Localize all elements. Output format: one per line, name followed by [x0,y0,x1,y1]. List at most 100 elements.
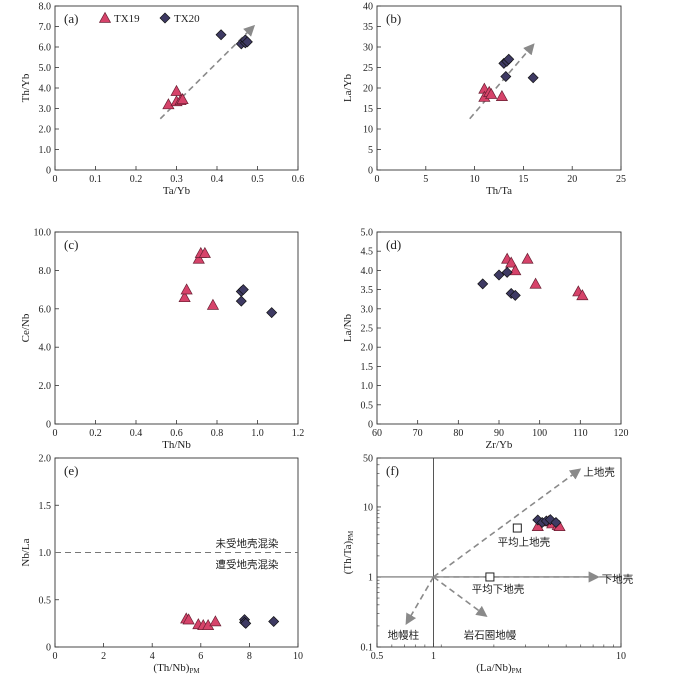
y-tick-label: 1.5 [361,362,374,373]
y-tick-label: 10 [363,125,373,136]
panel-f: 0.5 1 100.111050(f)(La/Nb)PM(Th/Ta)PM上地壳平均… [342,454,634,676]
reference-point [512,523,522,533]
data-point-tx20 [509,289,521,301]
x-tick-label: 1.0 [251,428,264,439]
data-point-tx19 [170,84,183,96]
data-point-tx20 [237,284,249,296]
data-point-tx19 [209,615,222,627]
legend-label-tx20: TX20 [174,13,200,25]
y-tick-label: 7.0 [39,22,52,33]
x-tick-label: 15 [518,174,528,185]
y-tick-label: 2.5 [361,324,374,335]
data-point-tx20 [527,72,539,84]
x-tick-label: 4 [150,651,155,662]
data-point-tx20 [159,12,171,24]
data-point-tx19 [505,256,518,268]
y-tick-label: 4.0 [39,343,52,354]
y-tick-label: 1.5 [39,501,52,512]
x-tick-label: 100 [532,428,547,439]
y-tick-label: 4.0 [361,266,374,277]
x-axis-label: (Th/Nb)PM [153,662,200,675]
annotation-label: 下地壳 [602,573,634,586]
annotation-label: 平均上地壳 [498,536,551,549]
y-tick-label: 0 [46,166,51,177]
y-axis-label-sub: PM [347,530,355,541]
data-point-tx19 [206,298,220,310]
y-tick-label: 10.0 [34,228,52,239]
x-tick-label: 8 [247,651,252,662]
x-tick-label: 0 [53,428,58,439]
x-axis-label: (La/Nb)PM [476,662,522,675]
data-point-tx20 [215,29,227,41]
trend-arrow [469,43,535,120]
annotation-label: 岩石圈地幔 [464,629,517,642]
y-tick-label: 1 [368,572,373,583]
x-tick-label: 0.5 [371,651,384,662]
x-tick-label: 0.5 [251,174,264,185]
y-tick-label: 0.5 [39,595,52,606]
plot-frame [376,231,622,425]
y-tick-label: 4.0 [39,84,52,95]
x-tick-label: 20 [567,174,577,185]
annotation-label: 平均下地壳 [472,583,525,596]
y-tick-label: 30 [363,43,373,54]
y-axis-label: Nb/La [20,538,32,566]
data-point-tx19 [198,246,211,258]
y-tick-label: 3.0 [361,304,374,315]
data-point-tx19 [485,87,498,99]
x-tick-label: 80 [453,428,463,439]
y-tick-label: 20 [363,84,373,95]
y-tick-label: 2.0 [39,381,52,392]
x-tick-label: 90 [494,428,504,439]
data-point-tx19 [180,283,193,295]
y-tick-label: 0.1 [361,643,374,654]
x-axis-label-main: Zr/Yb [486,439,513,451]
y-axis-label: La/Yb [342,73,354,102]
x-tick-label: 1 [431,651,436,662]
y-tick-label: 3.0 [39,104,52,115]
y-tick-label: 8.0 [39,266,52,277]
x-tick-label: 0 [53,174,58,185]
data-point-tx19 [178,291,191,303]
data-point-tx19 [192,252,205,264]
x-tick-label: 10 [293,651,303,662]
data-point-tx19 [576,289,589,301]
y-tick-label: 4.5 [361,247,374,258]
x-tick-label: 6 [198,651,203,662]
annotation-label: 未受地壳混染 [215,537,278,550]
y-tick-label: 5 [368,145,373,156]
x-tick-label: 120 [614,428,629,439]
x-tick-label: 1.2 [292,428,305,439]
x-tick-label: 10 [616,651,626,662]
y-axis-label-main: Th/Yb [20,73,32,102]
y-axis-label-main: La/Nb [342,313,354,342]
y-tick-label: 2.0 [361,343,374,354]
y-tick-label: 0.5 [361,400,374,411]
y-tick-label: 25 [363,63,373,74]
x-tick-label: 70 [413,428,423,439]
x-tick-label: 0.6 [170,428,183,439]
panel-e: 0 2 4 6 8 10 0 0.5 1.0 1.5 2.0 (e) (Th/Nb)PM Nb/La 未受地… [20,454,303,676]
panel-c: 0 0.2 0.4 0.6 0.8 1.0 1.2 0 2.0 4.0 6.0 8.0 10.0 (c) T… [20,228,304,452]
x-axis-label: Zr/Yb [486,439,513,451]
y-tick-label: 1.0 [39,548,52,559]
y-axis-label-main: (Th/Ta) [342,541,354,575]
data-point-tx20 [501,266,513,278]
x-tick-label: 0.2 [130,174,143,185]
y-tick-label: 15 [363,104,373,115]
x-tick-label: 0 [375,174,380,185]
x-tick-label: 10 [470,174,480,185]
data-point-tx20 [268,615,280,627]
y-tick-label: 3.5 [361,285,374,296]
y-axis-label-main: La/Yb [342,73,354,102]
x-tick-label: 0.6 [292,174,305,185]
data-point-tx20 [550,516,562,528]
panel-a: 0 0.1 0.2 0.3 0.4 0.5 0.6 0 1.0 2.0 3.0 4.0 5.0 6.0 7.… [20,2,304,198]
panel-label: (e) [64,463,78,478]
y-tick-label: 35 [363,22,373,33]
y-axis-label-main: Ce/Nb [20,313,32,342]
x-axis-label-main: (La/Nb) [476,662,512,674]
plot-frame [376,457,622,648]
x-tick-label: 0.3 [170,174,183,185]
